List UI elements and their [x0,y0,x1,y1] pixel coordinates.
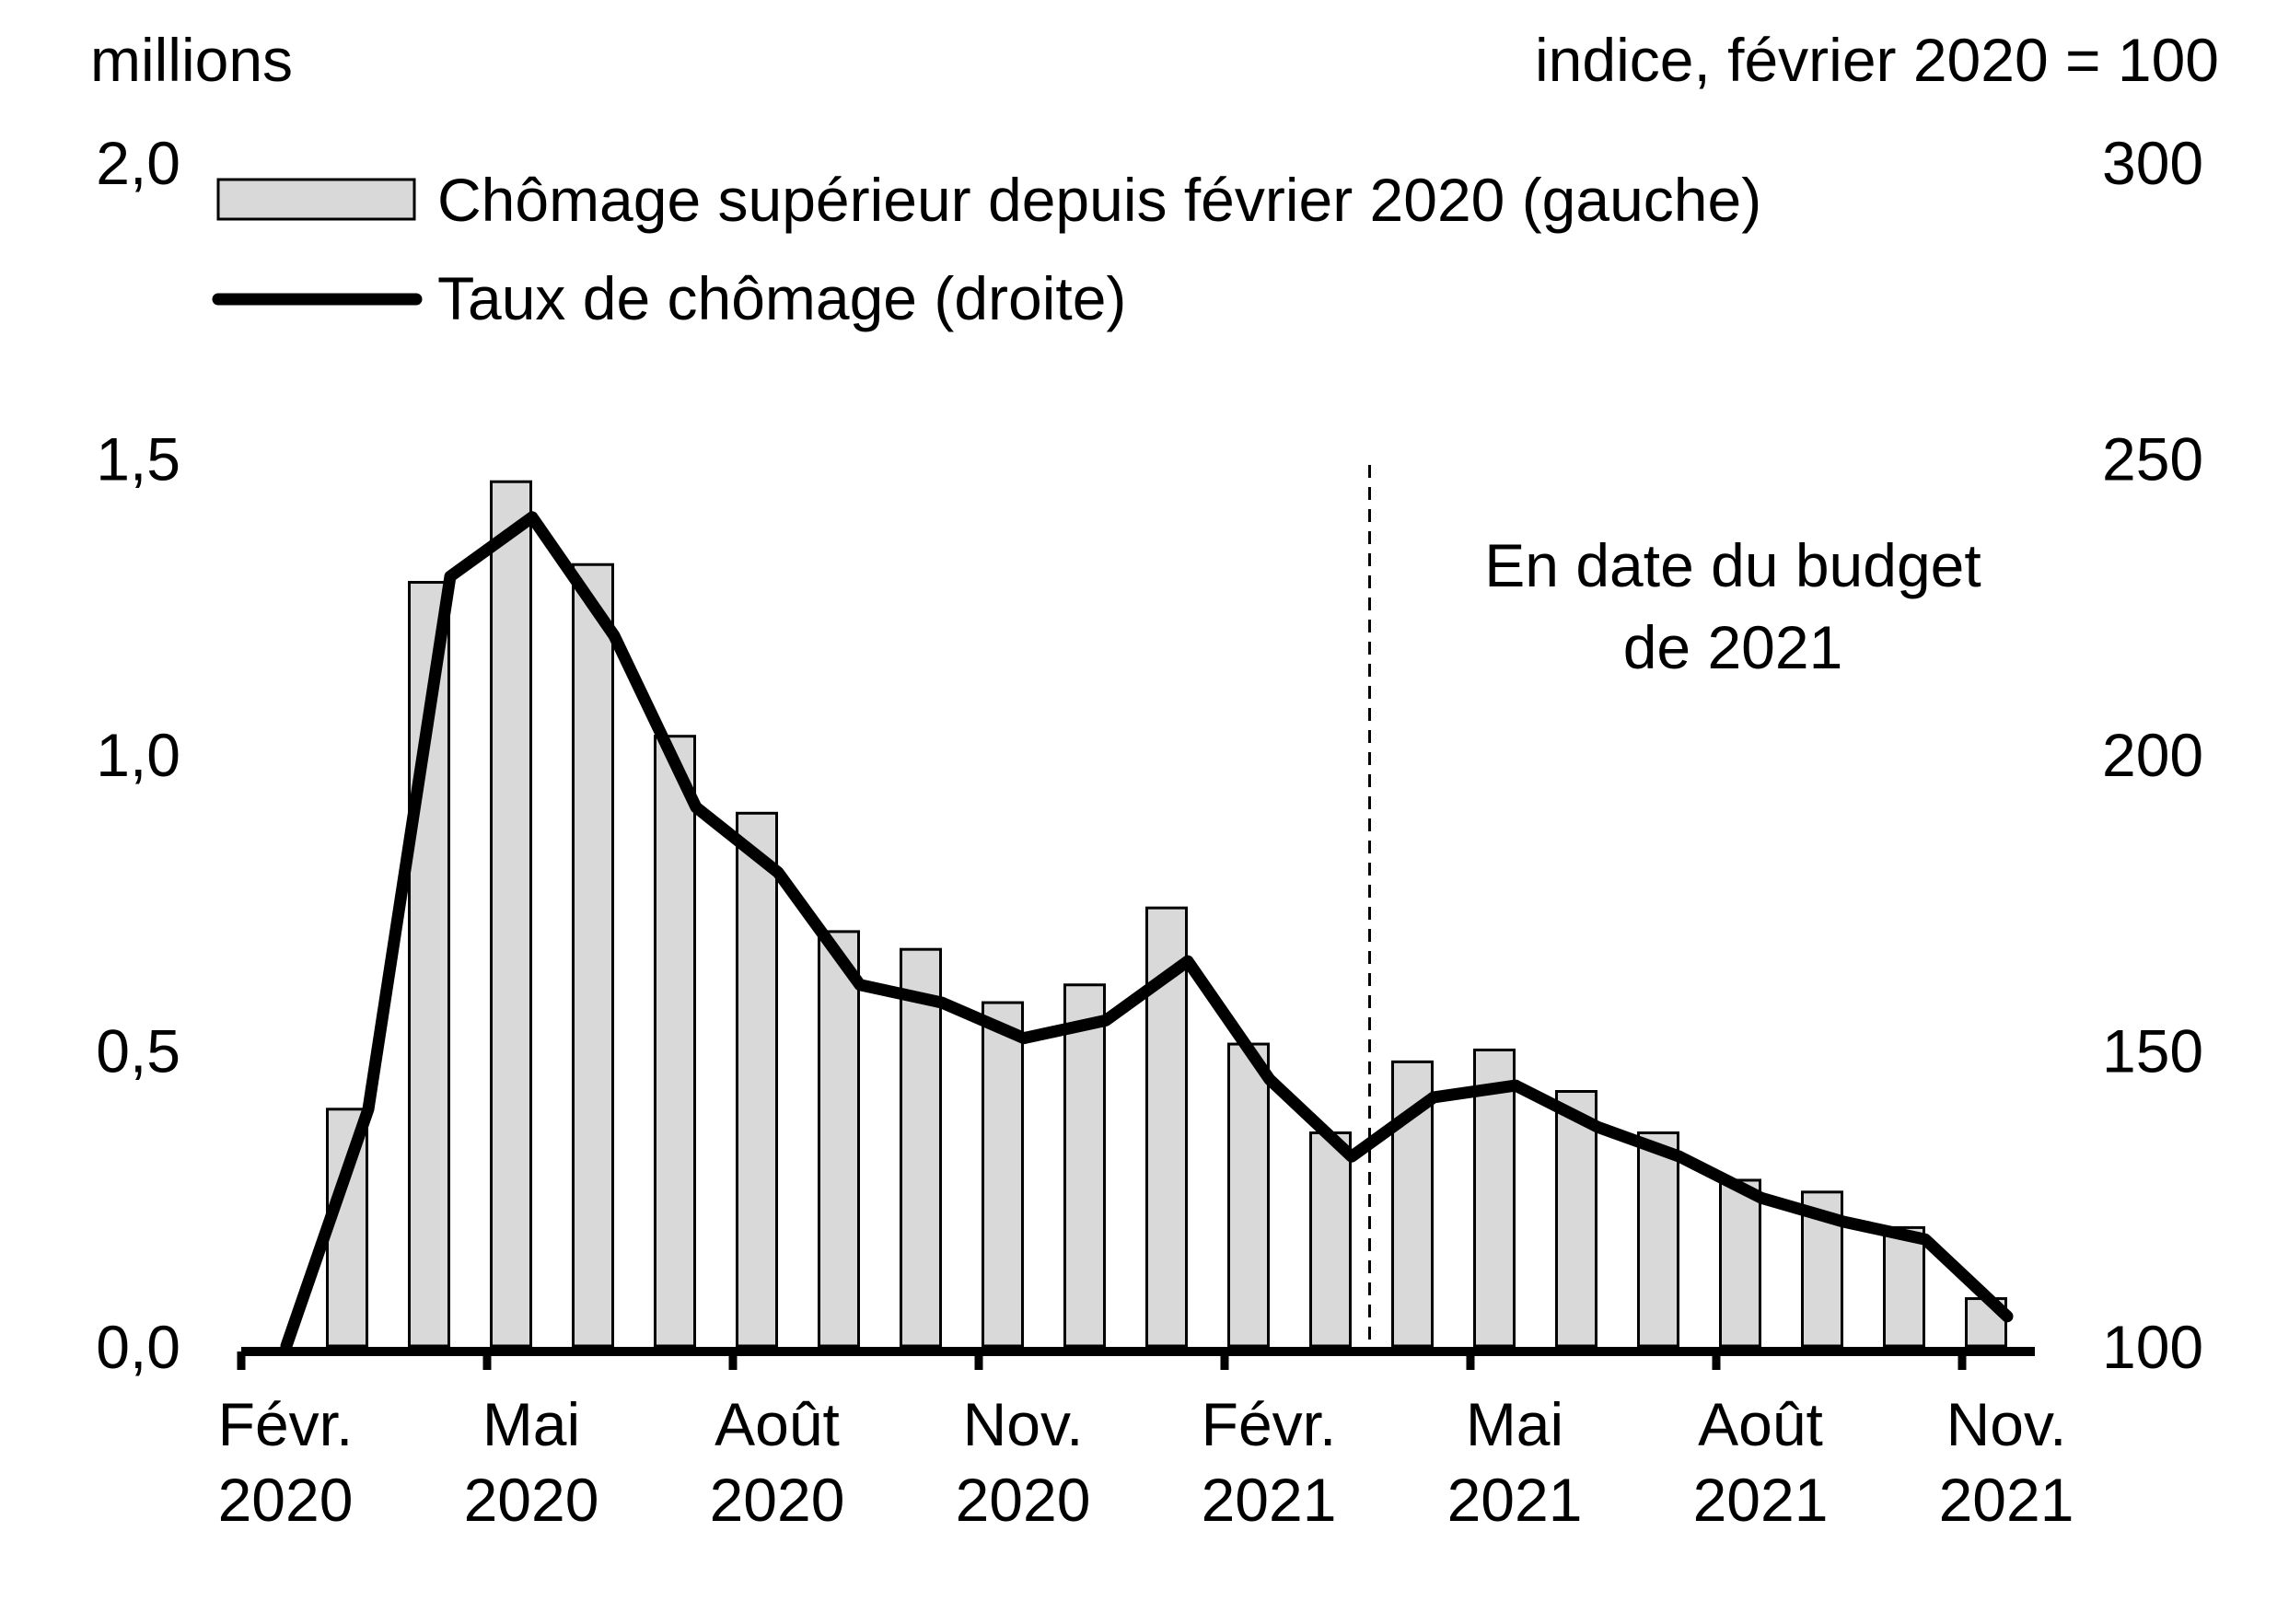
x-tick-label-line2: 2020 [710,1466,845,1534]
x-tick-label-line1: Févr. [218,1390,354,1458]
bar [654,735,696,1348]
x-tick-label-line1: Août [714,1390,840,1458]
left-tick-label: 2,0 [96,129,180,197]
bar [1227,1042,1270,1348]
bar [736,811,778,1348]
x-tick-label-line1: Nov. [1946,1390,2067,1458]
x-tick-label-line2: 2021 [1693,1466,1829,1534]
x-tick-label-line1: Mai [1466,1390,1563,1458]
x-tick-label-line2: 2020 [956,1466,1091,1534]
x-tick-label-line1: Févr. [1202,1390,1337,1458]
bar [572,563,614,1348]
legend-line-label: Taux de chômage (droite) [437,264,1126,332]
left-tick-label: 1,5 [96,425,180,493]
series-line [280,511,2014,1352]
legend-bar-label: Chômage supérieur depuis février 2020 (g… [437,166,1761,234]
legend-bar-swatch [216,178,416,221]
budget-annotation-line2: de 2021 [1623,613,1843,681]
line-series [280,511,2014,1352]
bar [490,480,532,1348]
left-axis-unit-label: millions [90,26,293,94]
bar [1883,1225,1925,1348]
bar [1473,1049,1516,1348]
left-axis-ticks: 0,0 0,5 1,0 1,5 2,0 [96,129,180,1381]
bar [818,930,860,1348]
bar [1719,1178,1761,1348]
legend: Chômage supérieur depuis février 2020 (g… [212,166,1761,332]
left-tick-label: 1,0 [96,721,180,789]
x-tick-label-line2: 2021 [1939,1466,2074,1534]
bar [1063,983,1106,1348]
bar [1555,1090,1597,1348]
left-tick-label: 0,0 [96,1313,180,1381]
x-tick-label-line1: Nov. [963,1390,1084,1458]
right-tick-label: 250 [2102,425,2203,493]
bar [900,947,942,1348]
x-tick-label-line2: 2020 [464,1466,599,1534]
x-tick-label-line1: Août [1698,1390,1823,1458]
right-axis-ticks: 100 150 200 250 300 [2102,129,2203,1381]
x-tick-label-line1: Mai [482,1390,580,1458]
bar [982,1001,1024,1348]
left-tick-label: 0,5 [96,1017,180,1085]
right-tick-label: 150 [2102,1017,2203,1085]
right-tick-label: 100 [2102,1313,2203,1381]
right-tick-label: 200 [2102,721,2203,789]
right-axis-unit-label: indice, février 2020 = 100 [1535,26,2219,94]
x-tick-label-line2: 2020 [218,1466,354,1534]
bar-series [326,480,2007,1348]
x-tick-label-line2: 2021 [1447,1466,1583,1534]
bar [1309,1131,1352,1348]
bar [1637,1131,1679,1348]
budget-annotation-line1: En date du budget [1484,531,1981,599]
right-tick-label: 300 [2102,129,2203,197]
x-tick-label-line2: 2021 [1202,1466,1337,1534]
x-axis: Févr. 2020 Mai 2020 Août 2020 Nov. 2020 Févr. 202… [218,1347,2074,1534]
